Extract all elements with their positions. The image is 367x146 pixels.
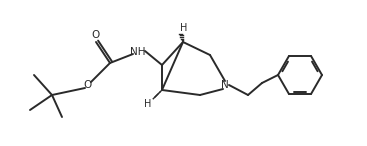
Text: O: O <box>84 80 92 90</box>
Text: H: H <box>144 99 152 109</box>
Text: N: N <box>221 80 229 90</box>
Text: H: H <box>180 23 188 33</box>
Text: O: O <box>91 30 99 40</box>
Text: NH: NH <box>130 47 146 57</box>
